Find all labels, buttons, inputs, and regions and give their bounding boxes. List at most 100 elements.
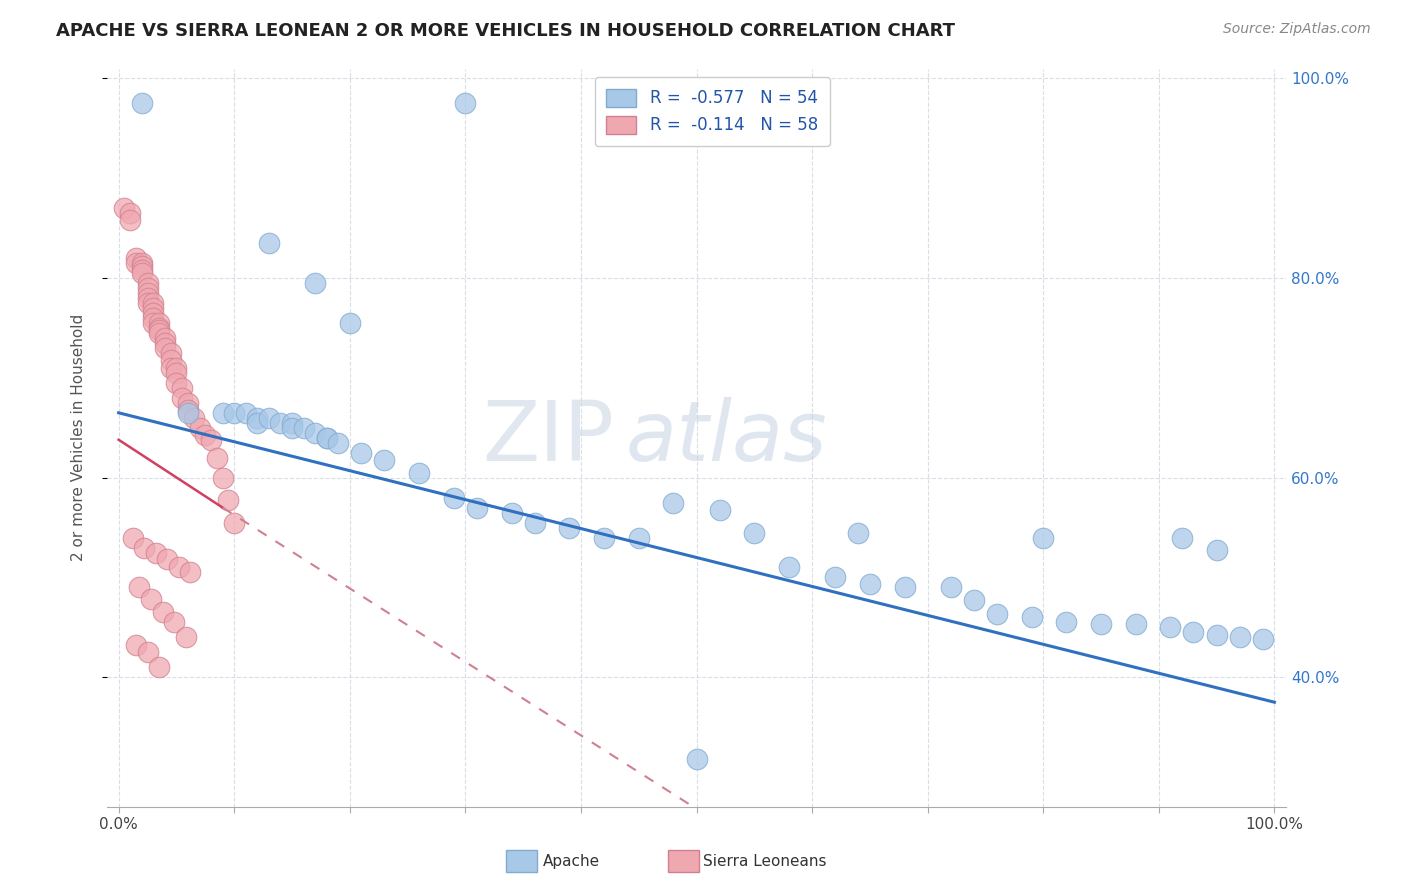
Point [131,96,153,111]
Point [235,406,257,420]
Point [315,431,337,445]
Point [224,406,246,420]
Point [145,545,167,559]
Point [408,466,430,480]
Point [558,520,581,534]
Point [142,316,165,330]
Point [339,316,361,330]
Point [824,570,846,584]
Point [523,516,546,530]
Point [1182,625,1205,640]
Point [183,410,205,425]
Point [128,581,150,595]
Point [593,531,616,545]
Point [986,607,1008,622]
Point [174,631,197,645]
Legend: R =  -0.577   N = 54, R =  -0.114   N = 58: R = -0.577 N = 54, R = -0.114 N = 58 [595,77,830,146]
Point [159,352,181,367]
Point [167,560,190,574]
Point [257,410,280,425]
Point [131,266,153,280]
Point [153,341,176,355]
Point [893,581,915,595]
Point [465,500,488,515]
Point [709,502,731,516]
Point [142,311,165,326]
Point [685,752,707,766]
Point [939,581,962,595]
Point [142,301,165,315]
Point [148,323,170,337]
Point [165,366,187,380]
Point [194,427,217,442]
Point [165,360,187,375]
Point [200,433,222,447]
Point [1021,610,1043,624]
Point [373,452,395,467]
Text: Source: ZipAtlas.com: Source: ZipAtlas.com [1223,22,1371,37]
Point [148,326,170,340]
Point [165,376,187,390]
Point [778,560,800,574]
Y-axis label: 2 or more Vehicles in Household: 2 or more Vehicles in Household [72,314,86,561]
Point [281,416,304,430]
Point [132,541,155,555]
Point [963,593,986,607]
Point [304,276,326,290]
Point [224,516,246,530]
Point [1032,531,1054,545]
Point [1159,620,1181,634]
Point [148,660,170,674]
Point [205,450,228,465]
Point [142,306,165,320]
Point [315,431,337,445]
Point [125,256,148,270]
Point [246,410,269,425]
Point [153,331,176,345]
Point [1090,617,1112,632]
Point [159,346,181,360]
Point [188,421,211,435]
Point [152,606,174,620]
Point [125,638,148,652]
Point [136,276,159,290]
Point [177,396,200,410]
Point [177,406,200,420]
Point [269,416,291,430]
Point [211,471,233,485]
Point [136,645,159,659]
Point [1251,632,1274,647]
Point [153,335,176,350]
Text: APACHE VS SIERRA LEONEAN 2 OR MORE VEHICLES IN HOUSEHOLD CORRELATION CHART: APACHE VS SIERRA LEONEAN 2 OR MORE VEHIC… [56,22,955,40]
Point [246,416,269,430]
Point [131,256,153,270]
Point [1205,542,1227,557]
Point [1171,531,1194,545]
Point [136,286,159,301]
Point [179,566,201,580]
Point [217,492,239,507]
Point [120,213,142,227]
Point [163,615,186,630]
Point [662,495,685,509]
Point [1205,628,1227,642]
Point [1229,631,1251,645]
Point [121,531,143,545]
Point [257,236,280,251]
Point [454,96,477,111]
Point [159,360,181,375]
Point [136,291,159,305]
Point [139,592,162,607]
Point [627,531,650,545]
Point [148,321,170,335]
Point [742,525,765,540]
Text: Apache: Apache [543,855,600,869]
Point [136,281,159,295]
Text: ZIP: ZIP [482,397,614,478]
Point [131,259,153,273]
Point [846,525,869,540]
Point [1054,615,1077,630]
Point [328,435,350,450]
Point [142,296,165,310]
Point [156,552,179,566]
